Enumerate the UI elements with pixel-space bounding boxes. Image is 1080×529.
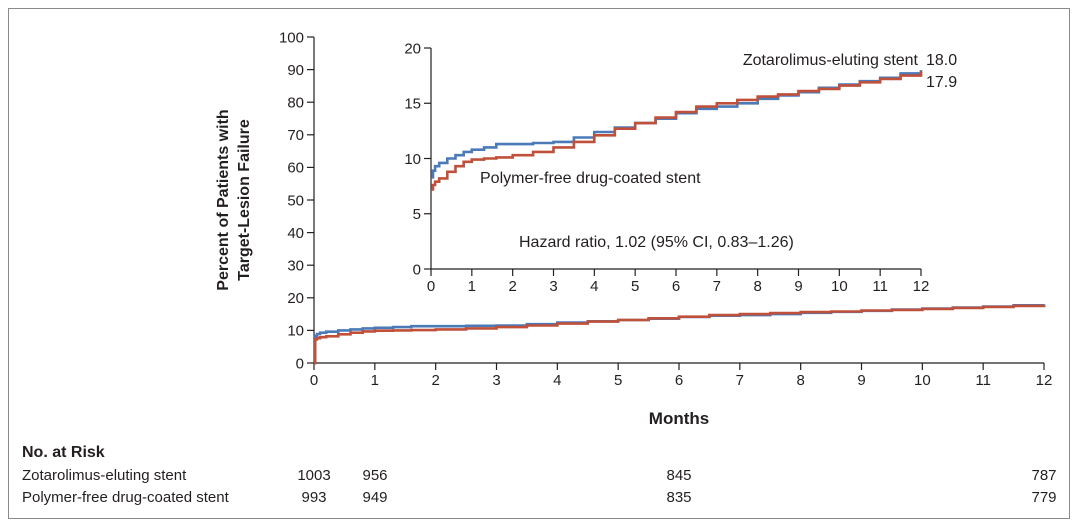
main-x-tick-label: 7: [736, 372, 744, 389]
inset-x-tick-label: 1: [468, 278, 476, 295]
main-y-tick-label: 90: [287, 62, 304, 79]
inset-curves: [431, 70, 923, 191]
main-y-tick-label: 10: [287, 323, 304, 340]
main-y-tick-label: 50: [287, 192, 304, 209]
main-y-tick-label: 20: [287, 290, 304, 307]
inset-x-tick-label: 6: [672, 278, 680, 295]
risk-zot-month-6: 845: [666, 467, 692, 484]
hazard-ratio-annotation: Hazard ratio, 1.02 (95% CI, 0.83–1.26): [519, 234, 794, 251]
main-curves: [313, 304, 1046, 365]
inset-y-tick-label: 10: [404, 151, 421, 168]
main-x-tick-label: 5: [614, 372, 622, 389]
inset-x-tick-label: 8: [753, 278, 761, 295]
x-axis-label: Months: [649, 409, 709, 428]
main-curve-polymer-free: [313, 304, 1046, 365]
main-x-tick-label: 0: [310, 372, 318, 389]
inset-y-tick-label: 5: [413, 206, 421, 223]
inset-label-polymer-free: Polymer-free drug-coated stent: [480, 170, 701, 187]
main-x-tick-label: 12: [1036, 372, 1053, 389]
risk-pf-month-0: 993: [301, 489, 327, 506]
risk-row-label-zotarolimus: Zotarolimus-eluting stent: [22, 467, 187, 484]
main-x-tick-label: 1: [371, 372, 379, 389]
main-x-tick-label: 11: [975, 372, 991, 389]
main-x-tick-label: 6: [675, 372, 683, 389]
risk-zot-month-0: 1003: [297, 467, 331, 484]
inset-y-tick-label: 15: [404, 96, 421, 113]
risk-zot-month-12: 787: [1031, 467, 1057, 484]
main-y-tick-label: 60: [287, 160, 304, 177]
risk-pf-month-6: 835: [666, 489, 692, 506]
inset-x-tick-label: 2: [508, 278, 516, 295]
risk-table-title: No. at Risk: [22, 444, 105, 461]
inset-x-tick-label: 0: [427, 278, 435, 295]
main-y-tick-label: 100: [279, 29, 304, 46]
main-y-tick-label: 30: [287, 257, 304, 274]
inset-x-tick-label: 3: [549, 278, 557, 295]
main-x-tick-label: 9: [857, 372, 865, 389]
main-x-tick-label: 10: [914, 372, 931, 389]
inset-x-tick-label: 5: [631, 278, 639, 295]
main-x-tick-label: 2: [431, 372, 439, 389]
inset-y-tick-label: 0: [413, 261, 421, 278]
inset-y-tick-label: 20: [404, 40, 421, 57]
main-x-tick-label: 8: [796, 372, 804, 389]
y-axis-label-line2: Target-Lesion Failure: [236, 119, 253, 281]
risk-zot-month-1: 956: [362, 467, 388, 484]
main-y-tick-label: 0: [296, 355, 304, 372]
main-x-tick-label: 3: [492, 372, 500, 389]
main-y-tick-label: 40: [287, 225, 304, 242]
risk-row-label-polymer-free: Polymer-free drug-coated stent: [22, 489, 229, 506]
inset-x-tick-label: 10: [831, 278, 848, 295]
inset-curve-polymer-free: [431, 71, 923, 191]
risk-pf-month-12: 779: [1031, 489, 1057, 506]
inset-label-zotarolimus: Zotarolimus-eluting stent: [743, 52, 919, 69]
main-y-tick-label: 70: [287, 127, 304, 144]
inset-final-value-zotarolimus: 18.0: [926, 52, 957, 69]
inset-final-value-polymer-free: 17.9: [926, 74, 957, 91]
main-y-tick-label: 80: [287, 94, 304, 111]
inset-x-tick-label: 9: [794, 278, 802, 295]
inset-x-tick-label: 4: [590, 278, 598, 295]
inset-x-tick-label: 12: [913, 278, 930, 295]
figure-frame: [8, 8, 1070, 519]
inset-x-tick-label: 11: [872, 278, 888, 295]
main-curve-zotarolimus: [313, 304, 1046, 365]
y-axis-label-line1: Percent of Patients with: [215, 109, 232, 290]
inset-x-tick-label: 7: [713, 278, 721, 295]
main-x-tick-label: 4: [553, 372, 561, 389]
risk-pf-month-1: 949: [362, 489, 388, 506]
